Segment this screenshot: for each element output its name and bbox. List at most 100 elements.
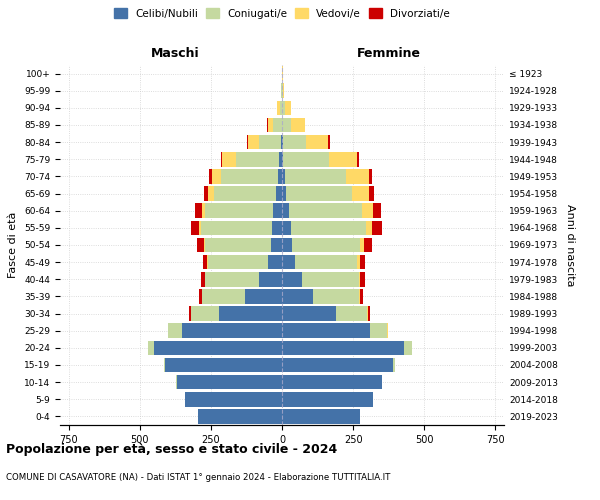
Bar: [281, 135, 282, 150]
Bar: [370, 324, 388, 338]
Bar: [352, 186, 369, 201]
Bar: [292, 238, 360, 252]
Bar: [282, 324, 370, 338]
Text: Femmine: Femmine: [357, 47, 421, 60]
Bar: [274, 204, 282, 218]
Bar: [282, 100, 285, 115]
Bar: [282, 306, 336, 321]
Bar: [369, 186, 374, 201]
Bar: [164, 358, 166, 372]
Y-axis label: Anni di nascita: Anni di nascita: [565, 204, 575, 286]
Bar: [274, 118, 282, 132]
Bar: [203, 255, 207, 270]
Bar: [282, 204, 289, 218]
Bar: [199, 289, 202, 304]
Bar: [282, 409, 360, 424]
Bar: [278, 169, 282, 184]
Bar: [148, 340, 154, 355]
Bar: [272, 220, 282, 235]
Bar: [201, 220, 272, 235]
Bar: [207, 255, 208, 270]
Bar: [204, 238, 205, 252]
Bar: [290, 220, 366, 235]
Bar: [198, 409, 282, 424]
Bar: [373, 204, 381, 218]
Bar: [358, 255, 360, 270]
Bar: [282, 135, 283, 150]
Bar: [282, 289, 313, 304]
Bar: [283, 152, 329, 166]
Bar: [360, 272, 365, 286]
Bar: [245, 289, 282, 304]
Bar: [268, 255, 282, 270]
Bar: [282, 220, 290, 235]
Bar: [289, 204, 362, 218]
Bar: [286, 186, 352, 201]
Bar: [214, 186, 277, 201]
Bar: [247, 135, 248, 150]
Bar: [329, 152, 358, 166]
Legend: Celibi/Nubili, Coniugati/e, Vedovi/e, Divorziati/e: Celibi/Nubili, Coniugati/e, Vedovi/e, Di…: [111, 5, 453, 21]
Bar: [360, 238, 364, 252]
Bar: [191, 306, 220, 321]
Text: Maschi: Maschi: [151, 47, 200, 60]
Bar: [282, 186, 286, 201]
Bar: [168, 324, 182, 338]
Bar: [205, 238, 271, 252]
Bar: [189, 306, 191, 321]
Bar: [205, 272, 259, 286]
Bar: [282, 375, 382, 390]
Bar: [368, 306, 370, 321]
Bar: [202, 289, 245, 304]
Text: Popolazione per età, sesso e stato civile - 2024: Popolazione per età, sesso e stato civil…: [6, 442, 337, 456]
Bar: [201, 272, 205, 286]
Bar: [154, 340, 282, 355]
Bar: [282, 118, 290, 132]
Bar: [222, 152, 236, 166]
Bar: [277, 100, 280, 115]
Bar: [208, 255, 268, 270]
Bar: [176, 375, 282, 390]
Bar: [371, 220, 382, 235]
Bar: [166, 358, 282, 372]
Text: COMUNE DI CASAVATORE (NA) - Dati ISTAT 1° gennaio 2024 - Elaborazione TUTTITALIA: COMUNE DI CASAVATORE (NA) - Dati ISTAT 1…: [6, 472, 391, 482]
Bar: [313, 289, 359, 304]
Bar: [221, 169, 278, 184]
Bar: [212, 169, 221, 184]
Bar: [282, 340, 404, 355]
Bar: [277, 186, 282, 201]
Bar: [259, 135, 281, 150]
Bar: [369, 169, 372, 184]
Bar: [393, 358, 395, 372]
Bar: [290, 118, 305, 132]
Bar: [282, 255, 295, 270]
Bar: [285, 100, 290, 115]
Bar: [360, 255, 365, 270]
Bar: [221, 152, 222, 166]
Bar: [259, 272, 282, 286]
Bar: [271, 238, 282, 252]
Bar: [204, 186, 208, 201]
Bar: [282, 169, 285, 184]
Bar: [364, 238, 371, 252]
Bar: [236, 152, 279, 166]
Bar: [404, 340, 412, 355]
Bar: [359, 272, 360, 286]
Bar: [366, 220, 371, 235]
Bar: [205, 204, 274, 218]
Bar: [220, 306, 282, 321]
Bar: [285, 169, 346, 184]
Bar: [328, 135, 329, 150]
Bar: [280, 100, 282, 115]
Bar: [268, 118, 274, 132]
Bar: [209, 169, 212, 184]
Bar: [279, 152, 282, 166]
Bar: [302, 272, 359, 286]
Bar: [346, 169, 369, 184]
Bar: [282, 358, 393, 372]
Bar: [282, 238, 292, 252]
Bar: [282, 152, 283, 166]
Bar: [359, 289, 360, 304]
Bar: [191, 220, 199, 235]
Bar: [336, 306, 367, 321]
